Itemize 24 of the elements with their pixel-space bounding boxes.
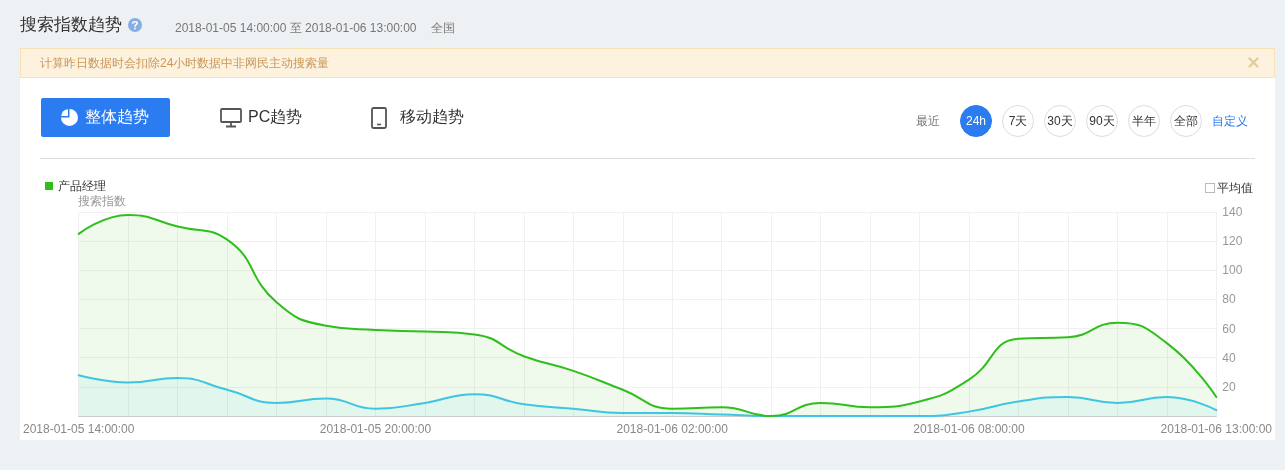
text: 计算昨日数据时会扣除24小时数据中非网民主动搜索量: [40, 55, 330, 71]
x-tick-label: 2018-01-05 20:00:00: [319, 422, 432, 436]
x-tick-label: 2018-01-06 08:00:00: [913, 422, 1026, 436]
x-tick-label: 2018-01-06 13:00:00: [1160, 422, 1273, 436]
x-tick-label: 2018-01-06 02:00:00: [616, 422, 729, 436]
y-tick-label: 20: [1222, 379, 1236, 394]
text: 最近: [916, 113, 940, 129]
y-tick-label: 60: [1222, 321, 1236, 336]
chart-subtitle: 2018-01-05 14:00:00 至 2018-01-06 13:00:00: [175, 20, 417, 36]
legend-label: 产品经理: [58, 179, 106, 193]
text: 自定义: [1212, 113, 1248, 129]
text: 平均值: [1217, 180, 1253, 196]
chart-title: 搜索指数趋势: [20, 14, 122, 36]
text: PC趋势: [248, 107, 303, 127]
y-axis-title: 搜索指数: [78, 194, 126, 208]
y-tick-label: 120: [1222, 234, 1243, 249]
y-tick-label: 100: [1222, 263, 1243, 278]
y-tick-label: 40: [1222, 350, 1236, 365]
text: 全国: [431, 20, 455, 36]
text: 整体趋势: [85, 107, 149, 127]
y-tick-label: 140: [1222, 205, 1243, 219]
text: 移动趋势: [400, 107, 464, 127]
y-tick-label: 80: [1222, 292, 1236, 307]
x-tick-label: 2018-01-05 14:00:00: [23, 422, 135, 436]
